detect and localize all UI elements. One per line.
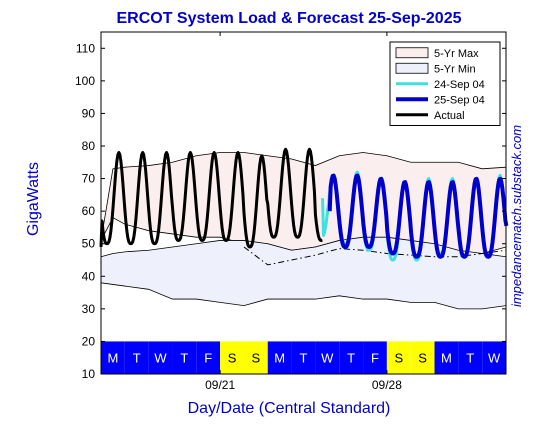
- day-cell-10: [339, 341, 364, 374]
- chart-title: ERCOT System Load & Forecast 25-Sep-2025: [116, 10, 461, 27]
- day-cell-8: [291, 341, 316, 374]
- axes: 10 20 30 40 50 60 70 80 90 100 110 09/21 09/28: [75, 31, 507, 392]
- legend-label-min: 5-Yr Min: [434, 63, 476, 75]
- y-tick-label: 40: [82, 269, 96, 283]
- day-cell-0: [101, 341, 125, 374]
- day-cell-12: [386, 341, 411, 374]
- plot-frame: [100, 31, 507, 375]
- x-tick-label: 09/28: [372, 378, 402, 392]
- watermark-text: impedancematch.substack.com: [509, 125, 524, 307]
- y-tick-label: 80: [82, 139, 96, 153]
- forecast-25sep-line: [327, 173, 509, 259]
- day-cell-13: [410, 341, 435, 374]
- day-cell-9: [315, 341, 340, 374]
- day-label-1: T: [133, 351, 141, 366]
- legend-label-max: 5-Yr Max: [434, 48, 479, 60]
- day-cell-6: [243, 341, 268, 374]
- legend: 5-Yr Max 5-Yr Min 24-Sep 04 25-Sep 04 Actual: [389, 41, 501, 126]
- dashdot-line: [243, 246, 507, 266]
- min-band-fill: [101, 237, 506, 309]
- day-label-7: M: [274, 351, 285, 366]
- legend-label-actual: Actual: [434, 110, 465, 122]
- day-label-0: M: [107, 351, 118, 366]
- day-cell-7: [267, 341, 292, 374]
- y-tick-label: 90: [82, 106, 96, 120]
- day-label-10: T: [347, 351, 355, 366]
- day-label-14: M: [441, 351, 452, 366]
- legend-label-f24: 24-Sep 04: [434, 79, 485, 91]
- y-tick-label: 30: [82, 302, 96, 316]
- day-label-6: S: [252, 351, 261, 366]
- day-label-2: W: [154, 351, 167, 366]
- x-tick-label: 09/21: [205, 378, 235, 392]
- day-cell-14: [434, 341, 459, 374]
- y-tick-label: 100: [75, 74, 95, 88]
- day-cell-11: [363, 341, 387, 374]
- legend-label-f25: 25-Sep 04: [434, 94, 485, 106]
- day-cell-5: [220, 341, 244, 374]
- day-cell-1: [124, 341, 149, 374]
- day-label-4: F: [204, 351, 212, 366]
- day-label-3: T: [180, 351, 188, 366]
- legend-swatch-min: [395, 62, 429, 74]
- day-cell-16: [482, 341, 506, 374]
- day-label-11: F: [371, 351, 379, 366]
- day-label-15: T: [466, 351, 474, 366]
- max-band-upper-line: [100, 152, 507, 241]
- day-label-12: S: [394, 351, 403, 366]
- day-cell-2: [148, 341, 173, 374]
- day-label-9: W: [321, 351, 334, 366]
- day-label-13: S: [418, 351, 427, 366]
- x-axis-label: Day/Date (Central Standard): [188, 400, 391, 417]
- day-cell-4: [196, 341, 221, 374]
- y-axis-label: GigaWatts: [25, 162, 42, 236]
- y-tick-label: 10: [82, 367, 96, 381]
- y-tick-label: 50: [82, 237, 96, 251]
- day-cell-15: [458, 341, 483, 374]
- y-tick-label: 60: [82, 204, 96, 218]
- day-label-8: T: [300, 351, 308, 366]
- day-label-16: W: [488, 351, 501, 366]
- y-tick-label: 20: [82, 334, 96, 348]
- legend-swatch-max: [395, 47, 429, 59]
- min-band-lower-line: [100, 282, 507, 310]
- actual-load-line: [99, 147, 323, 249]
- day-label-5: S: [228, 351, 237, 366]
- y-tick-label: 110: [76, 41, 95, 55]
- day-cell-3: [172, 341, 197, 374]
- y-tick-label: 70: [82, 172, 96, 186]
